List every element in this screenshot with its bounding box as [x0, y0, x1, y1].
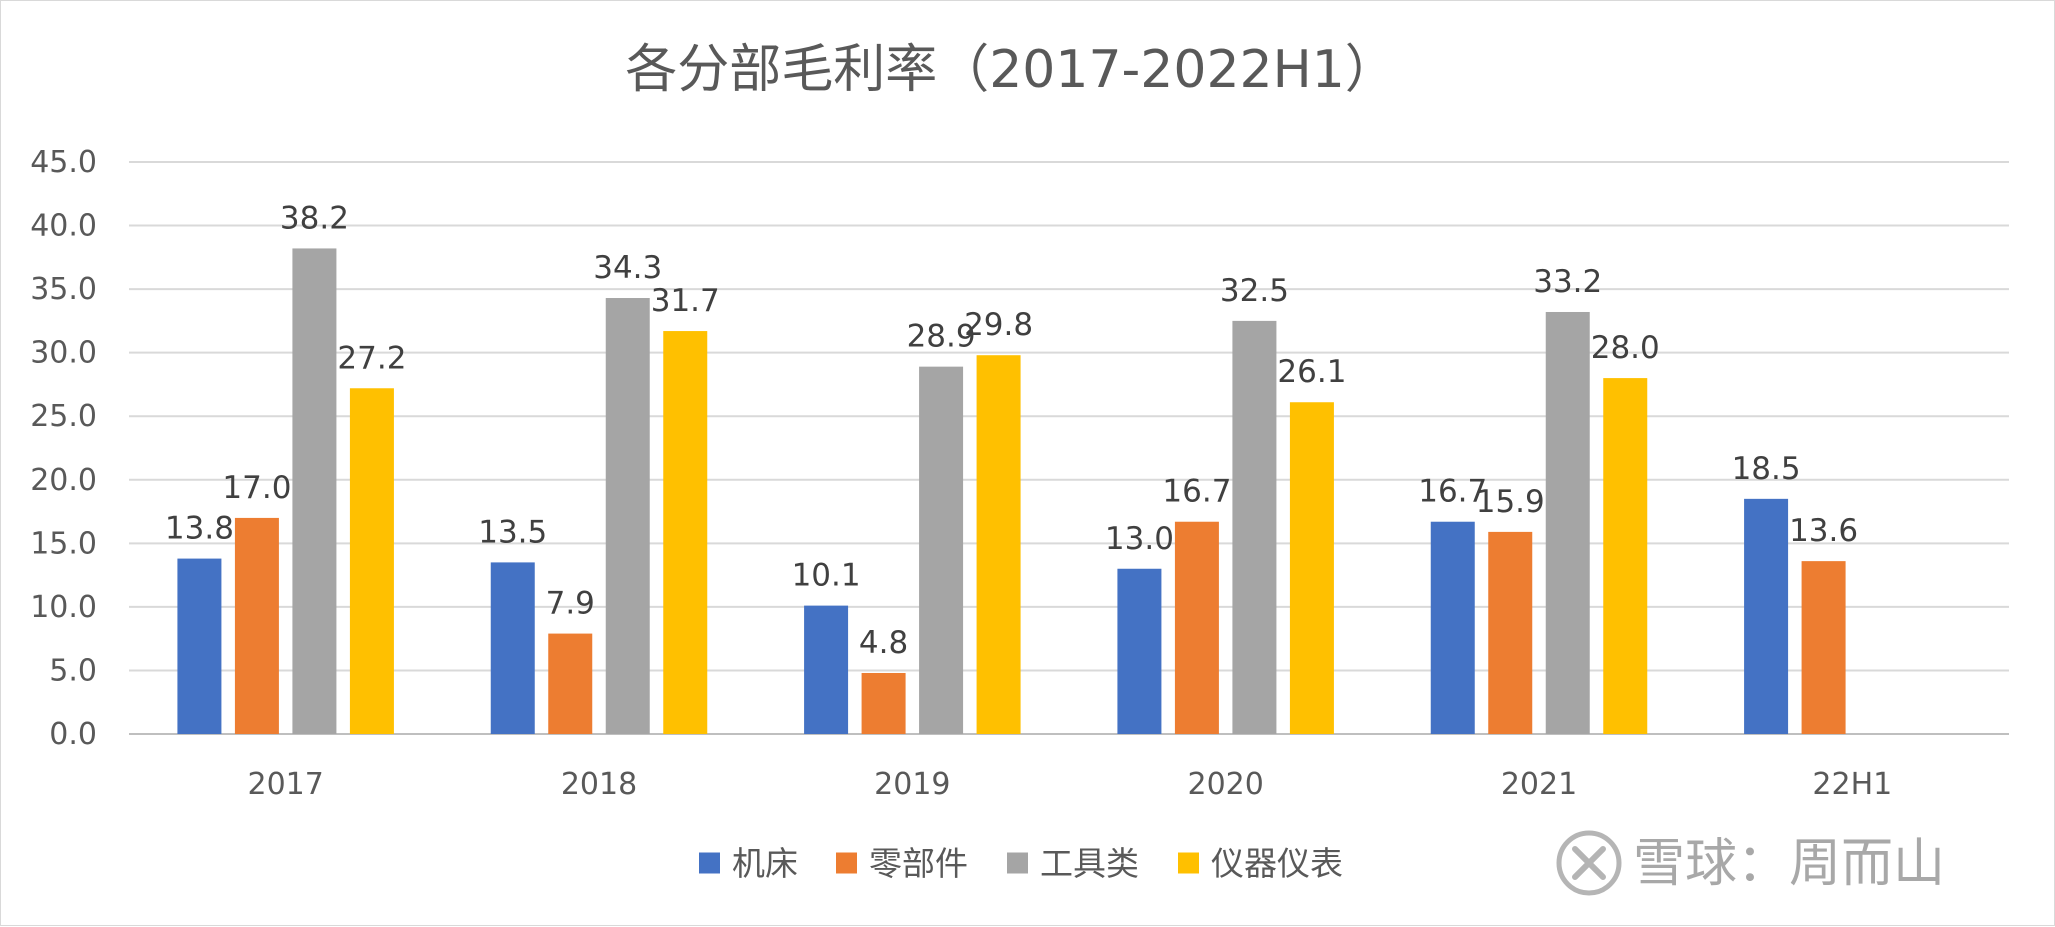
legend-swatch: [836, 852, 857, 874]
bar: [1174, 521, 1219, 734]
data-label: 13.0: [1105, 521, 1174, 557]
bar: [1117, 568, 1162, 734]
data-label: 7.9: [546, 586, 595, 622]
y-tick-label: 20.0: [30, 463, 97, 498]
data-label: 15.9: [1476, 484, 1545, 520]
bars: [177, 248, 1846, 735]
data-label: 17.0: [222, 470, 291, 506]
legend-label: 零部件: [869, 844, 968, 883]
data-label: 32.5: [1220, 273, 1289, 309]
bar: [919, 366, 964, 734]
bar: [663, 331, 708, 734]
y-tick-label: 35.0: [30, 272, 97, 307]
x-tick-label: 2020: [1187, 767, 1263, 802]
bar: [605, 298, 650, 734]
bar: [804, 605, 849, 734]
data-label: 13.8: [165, 511, 234, 547]
legend-swatch: [1178, 852, 1199, 874]
x-tick-label: 2019: [874, 767, 950, 802]
data-label: 38.2: [280, 200, 349, 236]
bar: [1232, 320, 1277, 734]
x-tick-label: 22H1: [1812, 767, 1892, 802]
bar: [548, 633, 593, 734]
data-label: 10.1: [792, 558, 861, 594]
bar: [1488, 531, 1533, 734]
bar: [349, 388, 394, 734]
data-label: 34.3: [593, 250, 662, 286]
gridlines: [129, 161, 2009, 735]
bar: [1289, 402, 1334, 734]
legend-label: 工具类: [1040, 844, 1139, 883]
bar: [861, 672, 906, 734]
x-tick-label: 2018: [561, 767, 637, 802]
legend-swatch: [699, 852, 720, 874]
data-label: 16.7: [1162, 474, 1231, 510]
data-label: 27.2: [337, 340, 406, 376]
data-label: 29.8: [964, 307, 1033, 343]
bar: [292, 248, 337, 735]
x-tick-label: 2021: [1501, 767, 1577, 802]
y-tick-label: 45.0: [30, 145, 97, 180]
y-tick-label: 40.0: [30, 209, 97, 244]
y-tick-label: 25.0: [30, 399, 97, 434]
y-tick-label: 15.0: [30, 526, 97, 561]
legend-swatch: [1007, 852, 1028, 874]
data-label: 13.5: [478, 514, 547, 550]
data-label: 28.0: [1591, 330, 1660, 366]
legend-label: 仪器仪表: [1211, 844, 1343, 883]
bar: [1545, 311, 1590, 734]
data-label: 16.7: [1418, 474, 1487, 510]
y-axis: 0.0 5.0 10.0 15.0 20.0 25.0 30.0 35.0 40.0 45.0: [30, 145, 97, 752]
bar: [1801, 561, 1846, 734]
data-labels: 13.8 17.0 38.2 27.2 13.5 7.9 34.331.7 10.1 4.8 28…: [165, 200, 1858, 661]
x-tick-label: 2017: [247, 767, 323, 802]
data-label: 26.1: [1277, 354, 1346, 390]
data-label: 18.5: [1732, 451, 1801, 487]
data-label: 33.2: [1533, 264, 1602, 300]
legend: 机床 零部件 工具类 仪器仪表: [699, 844, 1343, 883]
data-label: 28.9: [907, 319, 976, 355]
y-tick-label: 30.0: [30, 336, 97, 371]
bar: [1744, 498, 1789, 734]
bar: [234, 517, 279, 734]
y-tick-label: 10.0: [30, 590, 97, 625]
chart-title: 各分部毛利率（2017-2022H1）: [625, 40, 1397, 100]
watermark-text: 雪球：周而山: [1633, 834, 1945, 894]
data-label: 13.6: [1789, 513, 1858, 549]
data-label: 4.8: [859, 625, 908, 661]
y-tick-label: 5.0: [49, 653, 97, 688]
x-axis: 2017 2018 2019 2020 2021 22H1: [247, 767, 1892, 802]
xueqiu-logo-icon: [1556, 830, 1622, 896]
bar: [1603, 378, 1648, 734]
bar: [177, 558, 222, 734]
y-tick-label: 0.0: [49, 717, 97, 752]
watermark: 雪球：周而山: [1556, 830, 1945, 896]
bar: [976, 355, 1021, 734]
legend-label: 机床: [732, 844, 798, 883]
bar: [490, 562, 535, 734]
data-label: 31.7: [651, 283, 720, 319]
bar: [1430, 521, 1475, 734]
